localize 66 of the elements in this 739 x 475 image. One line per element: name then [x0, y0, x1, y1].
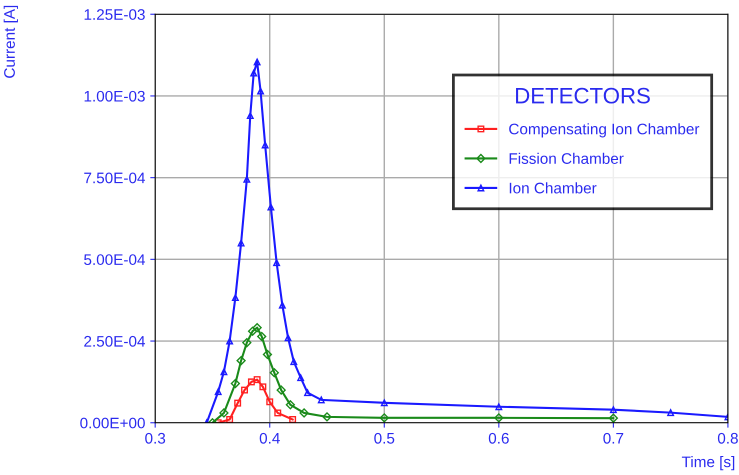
point: [236, 356, 246, 366]
point: [230, 378, 240, 388]
point: [270, 368, 279, 378]
point: [214, 388, 222, 396]
x-tick-label: 0.7: [603, 432, 624, 444]
x-tick-label: 0.3: [145, 432, 166, 444]
point: [297, 374, 304, 382]
point: [667, 409, 674, 416]
x-tick-label: 0.8: [718, 432, 738, 444]
point: [259, 383, 266, 390]
point: [266, 398, 274, 406]
point: [242, 338, 252, 348]
point: [238, 240, 245, 246]
point: [243, 176, 250, 183]
legend-title: DETECTORS: [516, 88, 650, 104]
x-tick-label: 0.5: [374, 432, 394, 444]
point: [262, 141, 269, 148]
x-tick-label: 0.6: [488, 432, 509, 444]
point: [267, 204, 274, 211]
point: [284, 334, 292, 342]
y-tick-label: 2.50E-04: [84, 336, 146, 347]
point: [226, 338, 234, 345]
point: [241, 386, 248, 394]
y-axis-title: Current [A]: [4, 6, 18, 78]
point: [248, 326, 258, 336]
point: [248, 378, 255, 386]
point: [254, 376, 261, 384]
legend-label: Fission Chamber: [510, 152, 624, 164]
point: [273, 259, 280, 266]
point: [257, 332, 266, 342]
y-tick-label: 5.00E-04: [84, 254, 146, 266]
legend-label: Compensating Ion Chamber: [509, 123, 700, 138]
point: [286, 400, 295, 410]
point: [276, 385, 286, 395]
y-tick-label: 1.00E-03: [84, 90, 145, 102]
point: [495, 403, 502, 410]
point: [318, 396, 325, 404]
point: [278, 302, 286, 309]
point: [220, 368, 228, 376]
point: [232, 294, 239, 302]
point: [257, 88, 264, 95]
x-tick-label: 0.4: [260, 432, 280, 444]
point: [322, 412, 332, 422]
point: [254, 58, 261, 66]
point: [608, 414, 618, 423]
point: [494, 413, 504, 422]
legend-label: Ion Chamber: [510, 182, 596, 194]
point: [226, 416, 234, 423]
y-tick-label: 0.00E+00: [80, 418, 145, 428]
point: [304, 389, 312, 396]
point: [610, 406, 617, 414]
y-tick-label: 1.25E-03: [84, 9, 145, 20]
x-axis-title: Time [s]: [682, 456, 734, 470]
y-tick-label: 7.50E-04: [84, 172, 146, 184]
point: [246, 112, 254, 120]
point: [299, 408, 309, 418]
point: [219, 408, 229, 418]
point: [262, 350, 272, 360]
point: [290, 358, 298, 366]
point: [234, 400, 242, 407]
point: [380, 413, 389, 422]
point: [380, 399, 388, 406]
point: [289, 416, 296, 423]
point: [252, 323, 262, 332]
point: [274, 409, 282, 416]
point: [250, 70, 258, 77]
